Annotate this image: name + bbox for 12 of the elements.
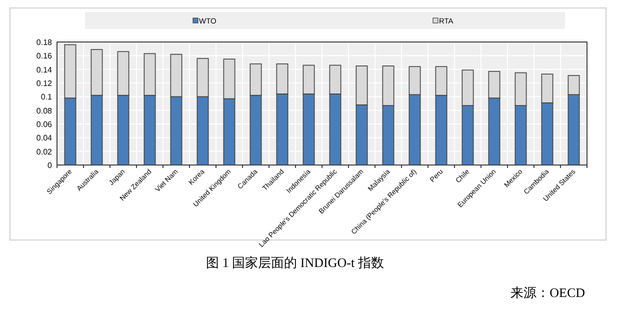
y-tick-label: 0.04 <box>36 134 53 143</box>
y-tick-label: 0 <box>48 161 53 170</box>
y-tick-label: 0.02 <box>36 147 53 156</box>
y-tick-label: 0.12 <box>36 79 53 88</box>
text: 图 1 国家层面的 INDIGO-t 指数 <box>206 255 384 270</box>
y-tick-label: 0.06 <box>36 120 53 129</box>
source-note: 来源：OECD <box>510 285 585 300</box>
y-tick-label: 0.14 <box>36 65 53 74</box>
y-tick-label: 0.1 <box>40 92 53 102</box>
y-tick-label: 0.16 <box>36 52 53 61</box>
y-tick-label: 0.18 <box>36 38 53 47</box>
y-tick-label: 0.08 <box>36 106 53 116</box>
